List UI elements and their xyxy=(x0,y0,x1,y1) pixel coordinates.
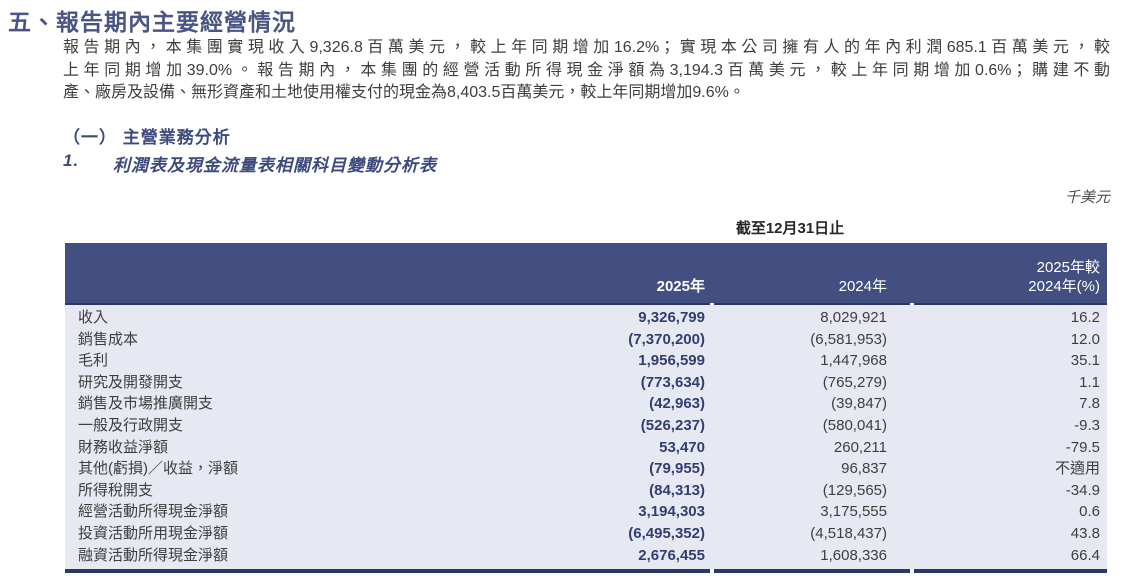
value-2025: 9,326,799 xyxy=(638,309,705,326)
table-bottom-rule xyxy=(65,569,1107,574)
row-label: 所得稅開支 xyxy=(78,481,154,499)
value-2024: 1,608,336 xyxy=(820,546,887,564)
value-2024: 260,211 xyxy=(833,438,887,456)
paragraph-line: 上年同期增加39.0%。報告期內，本集團的經營活動所得現金淨額為3,194.3百… xyxy=(63,61,1110,79)
value-2025: (773,634) xyxy=(640,373,705,391)
period-note: 截至12月31日止 xyxy=(735,220,845,237)
currency-unit-note: 千美元 xyxy=(1064,189,1110,206)
value-change-pct: 12.0 xyxy=(1070,330,1100,348)
row-label: 銷售及市場推廣開支 xyxy=(78,395,214,413)
value-2024: 96,837 xyxy=(841,460,887,478)
value-2024: (39,847) xyxy=(831,395,887,413)
column-header-change-line2: 2024年(%) xyxy=(1028,278,1100,295)
row-label: 銷售成本 xyxy=(78,330,139,348)
value-2025: 3,194,303 xyxy=(638,503,705,521)
rule-segment xyxy=(65,569,710,574)
value-change-pct: 1.1 xyxy=(1079,373,1100,391)
column-header-change-line1: 2025年較 xyxy=(1036,259,1100,276)
value-change-pct: 0.6 xyxy=(1079,503,1100,521)
header-bottom-rule xyxy=(65,303,1107,305)
value-2025: (42,963) xyxy=(649,395,705,413)
value-2025: (6,495,352) xyxy=(628,524,705,542)
value-change-pct: 35.1 xyxy=(1070,352,1100,370)
row-label: 經營活動所得現金淨額 xyxy=(78,503,229,521)
table-row: 投資活動所用現金淨額 (6,495,352) (4,518,437) 43.8 xyxy=(65,523,1107,545)
value-2025: 53,470 xyxy=(659,438,705,456)
row-label: 財務收益淨額 xyxy=(78,438,169,456)
value-change-pct: -79.5 xyxy=(1065,438,1100,456)
sub-item-title: 利潤表及現金流量表相關科目變動分析表 xyxy=(113,156,437,175)
value-2025: (7,370,200) xyxy=(628,330,705,348)
table-body: 收入 9,326,799 8,029,921 16.2 銷售成本 (7,370,… xyxy=(65,305,1107,570)
table-row: 銷售成本 (7,370,200) (6,581,953) 12.0 xyxy=(65,329,1107,351)
column-header-2024: 2024年 xyxy=(838,278,887,295)
financial-table: 2025年 2024年 2025年較 2024年(%) 收入 9,326,799… xyxy=(65,243,1107,574)
value-2024: (6,581,953) xyxy=(810,330,887,348)
value-change-pct: -34.9 xyxy=(1065,481,1100,499)
table-row: 收入 9,326,799 8,029,921 16.2 xyxy=(65,307,1107,329)
value-2024: 3,175,555 xyxy=(820,503,887,521)
value-change-pct: 不適用 xyxy=(1054,460,1100,478)
row-label: 融資活動所得現金淨額 xyxy=(78,546,229,564)
row-label: 毛利 xyxy=(78,352,109,370)
value-2025: (84,313) xyxy=(649,481,705,499)
column-header-change: 2025年較 2024年(%) xyxy=(1028,258,1100,296)
rule-segment xyxy=(914,569,1107,574)
table-row: 經營活動所得現金淨額 3,194,303 3,175,555 0.6 xyxy=(65,501,1107,523)
table-row: 其他(虧損)／收益，淨額 (79,955) 96,837 不適用 xyxy=(65,458,1107,480)
value-2025: 1,956,599 xyxy=(638,352,705,370)
value-2024: (129,565) xyxy=(822,481,887,499)
value-change-pct: 7.8 xyxy=(1079,395,1100,413)
intro-paragraph: 報告期內，本集團實現收入9,326.8百萬美元，較上年同期增加16.2%；實現本… xyxy=(63,37,1110,105)
rule-segment xyxy=(714,303,910,305)
row-label: 一般及行政開支 xyxy=(78,416,184,434)
value-change-pct: 16.2 xyxy=(1070,309,1100,326)
table-row: 財務收益淨額 53,470 260,211 -79.5 xyxy=(65,437,1107,459)
rule-segment xyxy=(714,569,910,574)
value-2025: (79,955) xyxy=(649,460,705,478)
sub-item-number: 1. xyxy=(63,151,80,170)
value-2024: 1,447,968 xyxy=(820,352,887,370)
table-row: 融資活動所得現金淨額 2,676,455 1,608,336 66.4 xyxy=(65,545,1107,567)
value-change-pct: 43.8 xyxy=(1070,524,1100,542)
value-2024: (4,518,437) xyxy=(810,524,887,542)
value-2025: (526,237) xyxy=(640,416,705,434)
row-label: 研究及開發開支 xyxy=(78,373,184,391)
rule-segment xyxy=(914,303,1107,305)
table-row: 所得稅開支 (84,313) (129,565) -34.9 xyxy=(65,480,1107,502)
value-2025: 2,676,455 xyxy=(638,546,705,564)
row-label: 收入 xyxy=(78,309,109,326)
table-row: 研究及開發開支 (773,634) (765,279) 1.1 xyxy=(65,372,1107,394)
table-row: 銷售及市場推廣開支 (42,963) (39,847) 7.8 xyxy=(65,393,1107,415)
rule-segment xyxy=(65,303,710,305)
value-change-pct: 66.4 xyxy=(1070,546,1100,564)
sub-item-heading: 1. 利潤表及現金流量表相關科目變動分析表 xyxy=(63,151,437,176)
table-row: 毛利 1,956,599 1,447,968 35.1 xyxy=(65,350,1107,372)
value-2024: 8,029,921 xyxy=(820,309,887,326)
row-label: 投資活動所用現金淨額 xyxy=(78,524,229,542)
row-label: 其他(虧損)／收益，淨額 xyxy=(78,460,238,478)
table-header-band: 2025年 2024年 2025年較 2024年(%) xyxy=(65,243,1107,303)
value-2024: (580,041) xyxy=(822,416,887,434)
value-2024: (765,279) xyxy=(822,373,887,391)
paragraph-line: 報告期內，本集團實現收入9,326.8百萬美元，較上年同期增加16.2%；實現本… xyxy=(63,39,1110,56)
value-change-pct: -9.3 xyxy=(1074,416,1100,434)
section-heading: （一） 主營業務分析 xyxy=(63,128,231,147)
page-title: 五、報告期內主要經營情況 xyxy=(8,9,296,35)
column-header-2025: 2025年 xyxy=(656,278,705,295)
paragraph-line: 產、廠房及設備、無形資產和土地使用權支付的現金為8,403.5百萬美元，較上年同… xyxy=(63,84,745,101)
table-row: 一般及行政開支 (526,237) (580,041) -9.3 xyxy=(65,415,1107,437)
